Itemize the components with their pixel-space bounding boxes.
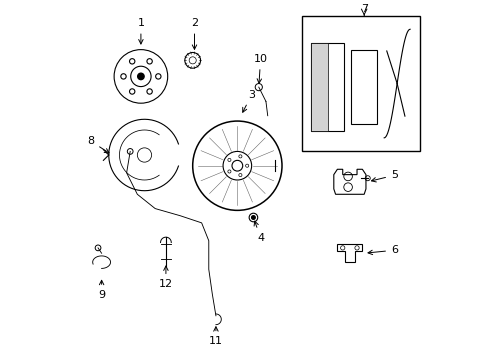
Text: 3: 3 [242, 90, 255, 112]
Circle shape [138, 73, 144, 80]
Polygon shape [333, 169, 365, 194]
Text: 12: 12 [159, 266, 173, 289]
Text: 2: 2 [190, 18, 198, 49]
Text: 7: 7 [360, 4, 367, 14]
Text: 4: 4 [254, 221, 264, 243]
Text: 1: 1 [137, 18, 144, 44]
Bar [350, 50, 376, 124]
Text: 5: 5 [371, 170, 397, 182]
Text: 11: 11 [208, 327, 223, 346]
Bar [310, 43, 344, 131]
Text: 6: 6 [367, 245, 397, 255]
Circle shape [251, 216, 255, 219]
Bar [310, 43, 327, 131]
Text: 9: 9 [98, 280, 105, 300]
Bar [301, 16, 419, 152]
Polygon shape [337, 244, 362, 262]
Text: 10: 10 [253, 54, 267, 83]
Circle shape [231, 160, 242, 171]
Text: 8: 8 [87, 136, 109, 153]
